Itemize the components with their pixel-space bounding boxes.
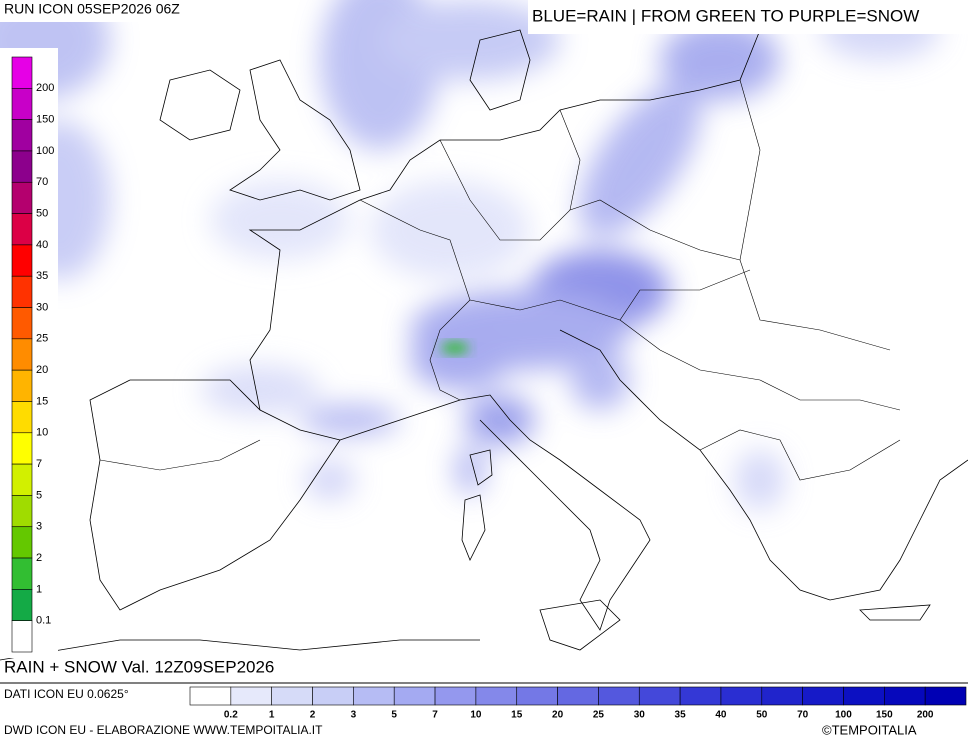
rain-scale-swatch: [271, 686, 313, 706]
rain-scale-swatch: [924, 686, 967, 706]
rain-scale-swatch: [475, 686, 518, 706]
snow-scale-swatch: [11, 119, 33, 152]
rain-scale-label: 5: [391, 710, 397, 721]
snow-scale-label: 25: [36, 333, 48, 345]
snow-scale-swatch: [11, 244, 33, 277]
rain-scale-swatch: [557, 686, 599, 706]
rain-scale-label: 30: [634, 710, 646, 721]
rain-scale-label: 40: [715, 710, 727, 721]
snow-scale-swatch: [11, 307, 33, 340]
rain-scale-label: 3: [351, 710, 357, 721]
borders: [99, 79, 901, 481]
rain-scale-label: 35: [675, 710, 687, 721]
rain-scale-label: 7: [432, 710, 438, 721]
rain-scale-label: 70: [797, 710, 809, 721]
product-label: RAIN + SNOW Val. 12Z09SEP2026: [4, 657, 274, 676]
rain-scale-swatch: [802, 686, 844, 706]
rain-scale-label: 150: [876, 710, 893, 721]
snow-scale-label: 50: [36, 207, 48, 219]
rain-scale-label: 20: [552, 710, 564, 721]
rain-scale: 0.2 1 2 3 5 7 10 15 20 25 30 35 40 50 70 100 150 200: [189, 686, 967, 721]
snow-scale-label: 70: [36, 176, 48, 188]
rain-scale-label: 100: [835, 710, 852, 721]
data-source: DATI ICON EU 0.0625°: [4, 687, 129, 701]
rain-scale-swatch: [843, 686, 885, 706]
snow-scale-label: 20: [36, 364, 48, 376]
snow-scale-label: 35: [36, 270, 48, 282]
snow-scale-label: 10: [36, 427, 48, 439]
snow-scale-label: 30: [36, 301, 48, 313]
snow-scale-swatch: [11, 150, 33, 183]
snow-scale-swatch: [11, 620, 33, 653]
legend-note-bg: [528, 0, 968, 34]
snow-scale-swatch: [11, 338, 33, 371]
snow-scale-swatch: [11, 495, 33, 528]
legend-note: BLUE=RAIN | FROM GREEN TO PURPLE=SNOW: [532, 6, 919, 25]
snow-scale-swatch: [11, 56, 33, 89]
rain-scale-swatch: [516, 686, 558, 706]
rain-scale-label: 10: [470, 710, 482, 721]
copyright: ©TEMPOITALIA: [822, 722, 917, 737]
rain-scale-label: 25: [593, 710, 605, 721]
snow-scale-label: 0.1: [36, 615, 51, 627]
snow-scale-swatch: [11, 401, 33, 434]
snow-scale: 200 150 100 70 50 40 35 30 25 20 15 10 7 5 3 2 1 0.1: [11, 56, 54, 653]
rain-scale-label: 1: [269, 710, 275, 721]
snow-scale-label: 2: [36, 552, 42, 564]
snow-scale-label: 150: [36, 114, 54, 126]
snow-scale-swatch: [11, 213, 33, 246]
snow-scale-swatch: [11, 88, 33, 120]
snow-scale-swatch: [11, 369, 33, 402]
snow-scale-swatch: [11, 275, 33, 308]
rain-scale-swatch: [230, 686, 272, 706]
rain-scale-swatch: [393, 686, 436, 706]
snow-scale-swatch: [11, 463, 33, 496]
snow-scale-label: 100: [36, 145, 54, 157]
rain-scale-swatch: [353, 686, 395, 706]
rain-scale-swatch: [679, 686, 722, 706]
rain-scale-label: 15: [511, 710, 523, 721]
rain-scale-label: 50: [756, 710, 768, 721]
rain-scale-swatch: [312, 686, 354, 706]
rain-scale-swatch: [598, 686, 640, 706]
snow-scale-label: 200: [36, 82, 54, 94]
rain-scale-swatch: [434, 686, 477, 706]
snow-scale-label: 40: [36, 239, 48, 251]
map: [0, 0, 968, 661]
snow-scale-swatch: [11, 432, 33, 465]
snow-scale-swatch: [11, 589, 33, 621]
run-label-bg: [0, 0, 212, 22]
snow-scale-label: 3: [36, 521, 42, 533]
rain-scale-swatch: [761, 686, 803, 706]
run-label: RUN ICON 05SEP2026 06Z: [4, 1, 180, 17]
rain-scale-label: 2: [310, 710, 316, 721]
snow-scale-label: 5: [36, 489, 42, 501]
rain-scale-swatch: [189, 686, 232, 706]
rain-scale-label: 200: [917, 710, 934, 721]
snow-scale-swatch: [11, 526, 33, 559]
rain-scale-swatch: [720, 686, 763, 706]
snow-scale-label: 15: [36, 395, 48, 407]
rain-scale-swatch: [884, 686, 926, 706]
snow-scale-label: 7: [36, 458, 42, 470]
rain-scale-label: 0.2: [224, 710, 238, 721]
credit: DWD ICON EU - ELABORAZIONE WWW.TEMPOITAL…: [4, 723, 323, 737]
snow-scale-swatch: [11, 557, 33, 590]
snow-scale-label: 1: [36, 583, 42, 595]
rain-scale-swatch: [638, 686, 681, 706]
snow-field: [441, 342, 469, 354]
snow-scale-swatch: [11, 181, 33, 214]
